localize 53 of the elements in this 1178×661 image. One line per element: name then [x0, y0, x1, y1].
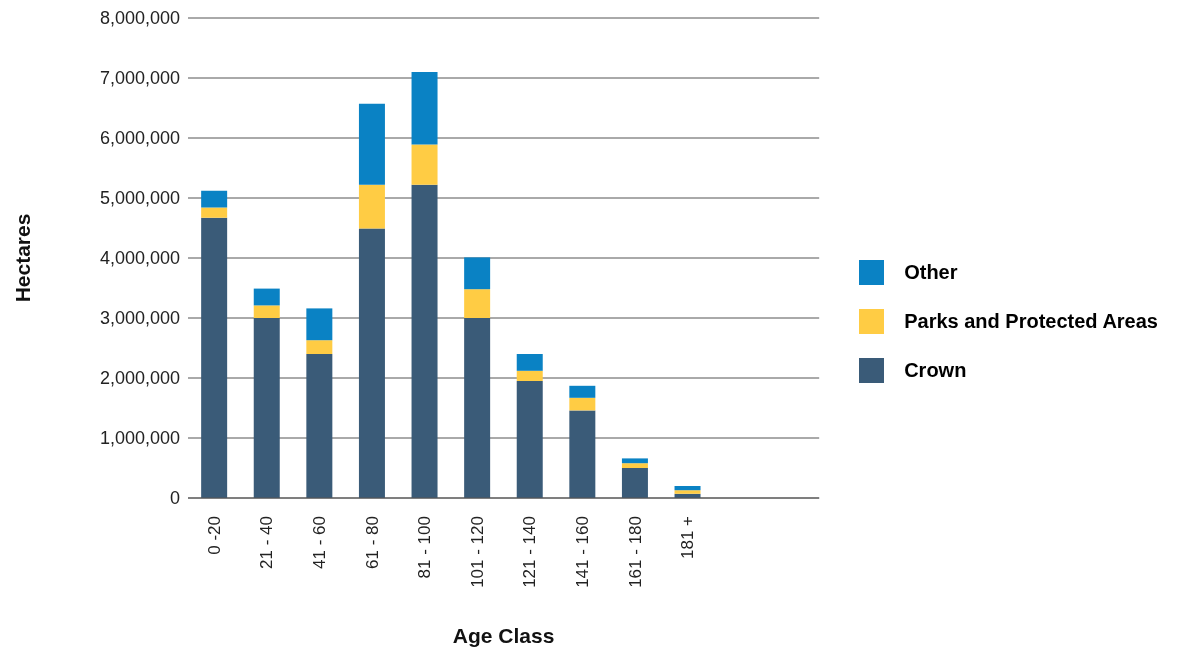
y-tick-label: 3,000,000 [99, 308, 180, 329]
x-tick-label: 41 - 60 [309, 516, 329, 569]
bar [306, 340, 333, 354]
bar [621, 458, 648, 464]
y-tick-label: 4,000,000 [99, 248, 180, 269]
bar [516, 354, 543, 371]
legend-label: Parks and Protected Areas [904, 309, 1158, 333]
x-tick-label: 61 - 80 [362, 516, 382, 569]
bar [306, 354, 333, 498]
bar [201, 190, 228, 208]
bar [621, 463, 648, 468]
bar [253, 318, 280, 498]
bar [464, 257, 491, 290]
x-tick-label: 0 -20 [204, 516, 224, 555]
y-axis-title: Hectares [11, 213, 35, 303]
x-axis-title: Age Class [452, 624, 555, 647]
bar [411, 184, 438, 498]
legend-label: Other [904, 260, 958, 284]
bar [621, 468, 648, 498]
bar [358, 228, 385, 498]
y-tick-label: 7,000,000 [99, 68, 180, 89]
bar [201, 207, 228, 218]
y-tick-label: 5,000,000 [99, 188, 180, 209]
bar [674, 486, 701, 491]
x-tick-label: 81 - 100 [415, 516, 435, 579]
bar [201, 217, 228, 498]
y-tick-label: 2,000,000 [99, 368, 180, 389]
bar [358, 184, 385, 229]
bar [516, 381, 543, 498]
x-tick-label: 161 - 180 [625, 516, 645, 588]
y-tick-label: 0 [169, 488, 180, 509]
bar [464, 289, 491, 318]
bar [569, 385, 596, 398]
x-tick-label: 21 - 40 [257, 516, 277, 569]
bar [569, 410, 596, 498]
bar [358, 103, 385, 185]
y-tick-label: 8,000,000 [99, 8, 180, 29]
bar [516, 370, 543, 381]
y-tick-label: 6,000,000 [99, 128, 180, 149]
bar [674, 490, 701, 494]
bar [569, 397, 596, 411]
bar [411, 144, 438, 185]
bar [464, 318, 491, 498]
y-tick-label: 1,000,000 [99, 428, 180, 449]
x-tick-label: 141 - 160 [572, 516, 592, 588]
x-tick-label: 121 - 140 [520, 516, 540, 588]
x-tick-label: 101 - 120 [467, 516, 487, 588]
bar [306, 308, 333, 341]
bar [253, 288, 280, 306]
legend-label: Crown [904, 358, 967, 382]
bar [253, 305, 280, 318]
bar [411, 72, 438, 145]
x-tick-label: 181 + [678, 515, 698, 560]
